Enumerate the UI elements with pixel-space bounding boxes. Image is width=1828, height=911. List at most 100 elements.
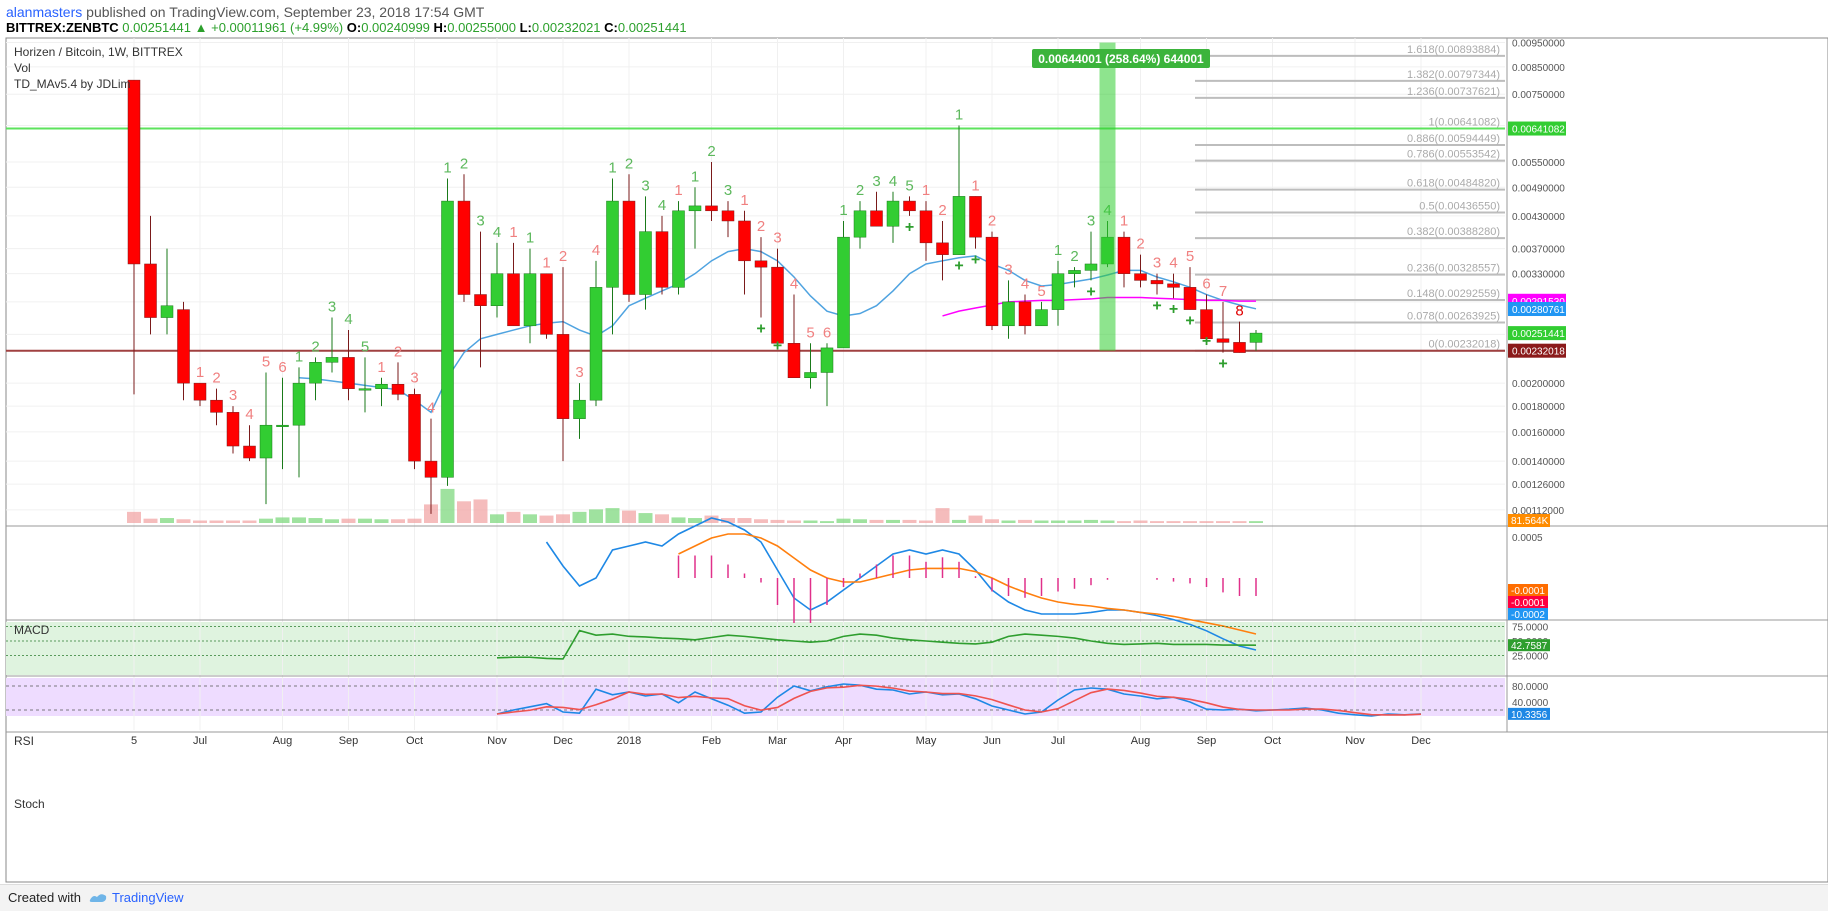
candle-body xyxy=(738,220,751,262)
volume-bar xyxy=(473,499,488,523)
volume-bar xyxy=(1249,521,1263,523)
volume-bar xyxy=(523,514,537,523)
volume-bar xyxy=(1232,521,1247,523)
fib-level-label: 0.236(0.00328557) xyxy=(1407,263,1500,275)
td-count: 3 xyxy=(773,230,781,247)
volume-legend: Vol xyxy=(14,61,31,75)
time-tick-label: 5 xyxy=(131,735,137,747)
volume-bar xyxy=(308,518,323,523)
candle-body xyxy=(1249,332,1263,343)
volume-bar xyxy=(407,518,422,523)
volume-bar xyxy=(902,519,917,523)
candle-body xyxy=(969,196,982,238)
symbol-name: BITTREX:ZENBTC xyxy=(6,20,119,35)
measure-label-text: 0.00644001 (258.64%) 644001 xyxy=(1038,52,1204,66)
td-count: 6 xyxy=(823,324,831,341)
volume-bar xyxy=(671,517,686,523)
rsi-tick-label: 25.0000 xyxy=(1512,652,1549,663)
volume-bar xyxy=(143,518,158,523)
stoch-d-line xyxy=(496,684,1422,716)
time-tick-label: Aug xyxy=(273,735,293,747)
time-tick-label: Nov xyxy=(487,735,507,747)
time-tick-label: Feb xyxy=(702,735,721,747)
macd-signal-line xyxy=(678,533,1257,635)
stoch-badge-text: 10.3356 xyxy=(1511,710,1548,721)
price-badge xyxy=(1508,326,1566,341)
td-count: 4 xyxy=(658,197,666,214)
candle-body xyxy=(1183,287,1197,310)
chart-canvas[interactable]: 1.618(0.00893884) 1.382(0.00797344) 1.236(… xyxy=(0,0,1828,884)
candle-body xyxy=(919,210,933,244)
candle-body xyxy=(672,210,685,288)
volume-badge-text: 81.564K xyxy=(1511,516,1549,527)
candle-body xyxy=(787,343,801,379)
fib-level-label: 1.382(0.00797344) xyxy=(1407,69,1500,81)
fib-level-label: 0.5(0.00436550) xyxy=(1419,201,1500,213)
chart-legend-title: Horizen / Bitcoin, 1W, BITTREX xyxy=(14,45,183,59)
fib-level-label: 0.886(0.00594449) xyxy=(1407,133,1500,145)
macd-badge xyxy=(1508,584,1548,596)
candle-body xyxy=(688,205,702,212)
td-plus-mark: + xyxy=(1086,283,1095,300)
td-count: 3 xyxy=(476,213,484,230)
candle-body xyxy=(985,236,999,327)
candle-body xyxy=(1068,270,1081,274)
candle-body xyxy=(886,200,900,227)
macd-badge-text: -0.0001 xyxy=(1511,598,1545,609)
volume-bar xyxy=(655,514,669,523)
volume-bar xyxy=(242,520,257,523)
td-plus-mark: + xyxy=(773,337,782,354)
tradingview-brand[interactable]: TradingView xyxy=(112,890,184,905)
td-plus-mark: + xyxy=(1202,333,1211,350)
volume-bar xyxy=(770,519,785,523)
fib-retracement[interactable]: 1.618(0.00893884) 1.382(0.00797344) 1.236(… xyxy=(6,44,1505,352)
low-label: L: xyxy=(519,20,532,35)
candle-body xyxy=(259,424,273,459)
volume-bar xyxy=(1100,520,1115,523)
volume-bar xyxy=(919,520,933,523)
measure-tool[interactable]: 0.00644001 (258.64%) 644001 xyxy=(1032,42,1210,351)
candle-body xyxy=(507,273,520,327)
time-tick-label: Aug xyxy=(1131,735,1151,747)
volume-bar xyxy=(490,514,504,523)
td-count: 4 xyxy=(592,242,600,259)
candle-body xyxy=(556,334,570,419)
td-count: 6 xyxy=(278,359,286,376)
candle-body xyxy=(754,260,768,268)
macd-badge xyxy=(1508,608,1548,620)
td-count: 2 xyxy=(757,218,765,235)
td-plus-mark: + xyxy=(1185,313,1194,330)
publisher-username[interactable]: alanmasters xyxy=(6,4,83,20)
price-badge-text: 0.00280761 xyxy=(1512,305,1565,316)
volume-bar xyxy=(341,518,356,523)
volume-bar xyxy=(935,508,950,523)
rsi-label: RSI xyxy=(14,734,34,748)
volume-bar xyxy=(1018,519,1032,523)
candle-body xyxy=(1150,280,1164,285)
td-count: 2 xyxy=(938,202,946,219)
candle-body xyxy=(523,273,537,327)
td-count: 1 xyxy=(542,255,550,272)
open-value: 0.00240999 xyxy=(361,20,430,35)
price-tick-label: 0.00750000 xyxy=(1512,90,1565,101)
time-tick-label: Sep xyxy=(339,735,359,747)
stoch-tick-label: 80.0000 xyxy=(1512,682,1549,693)
volume-bar xyxy=(721,518,735,523)
candle-body xyxy=(1117,236,1131,274)
td-plus-mark: + xyxy=(971,252,980,269)
volume-bar xyxy=(803,520,818,523)
td-count: 5 xyxy=(1037,283,1045,300)
candle-body xyxy=(177,309,190,384)
study-legend: TD_MAv5.4 by JDLim xyxy=(14,77,130,91)
tradingview-logo-icon xyxy=(89,894,107,902)
time-tick-label: Oct xyxy=(1264,735,1281,747)
fib-level-label: 0.618(0.00484820) xyxy=(1407,178,1500,190)
td-count: 4 xyxy=(245,406,253,423)
td-count: 8 xyxy=(1235,303,1243,320)
stoch-badge xyxy=(1508,707,1550,720)
volume-bar xyxy=(688,518,702,523)
volume-bar xyxy=(440,488,455,523)
time-tick-label: Mar xyxy=(768,735,787,747)
td-count: 1 xyxy=(839,202,847,219)
